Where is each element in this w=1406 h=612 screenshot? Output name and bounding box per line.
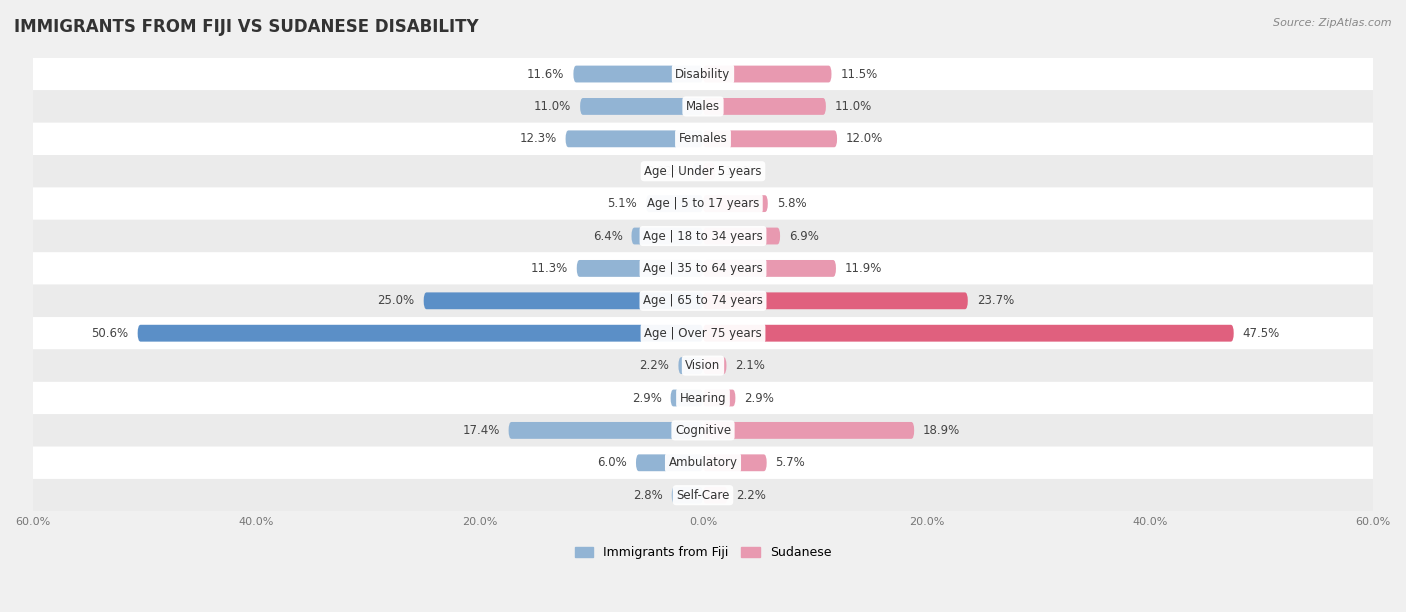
Text: 11.9%: 11.9% — [845, 262, 883, 275]
Text: 11.5%: 11.5% — [841, 67, 877, 81]
FancyBboxPatch shape — [32, 414, 1374, 447]
Text: 12.3%: 12.3% — [519, 132, 557, 145]
FancyBboxPatch shape — [631, 228, 703, 244]
Text: Age | 18 to 34 years: Age | 18 to 34 years — [643, 230, 763, 242]
FancyBboxPatch shape — [703, 422, 914, 439]
FancyBboxPatch shape — [32, 317, 1374, 349]
Text: 12.0%: 12.0% — [846, 132, 883, 145]
Text: Age | 65 to 74 years: Age | 65 to 74 years — [643, 294, 763, 307]
Text: 23.7%: 23.7% — [977, 294, 1014, 307]
FancyBboxPatch shape — [703, 357, 727, 374]
FancyBboxPatch shape — [671, 390, 703, 406]
FancyBboxPatch shape — [636, 454, 703, 471]
FancyBboxPatch shape — [32, 155, 1374, 187]
FancyBboxPatch shape — [703, 293, 967, 309]
Text: Ambulatory: Ambulatory — [668, 457, 738, 469]
FancyBboxPatch shape — [703, 130, 837, 147]
Text: 1.1%: 1.1% — [724, 165, 754, 177]
Text: Hearing: Hearing — [679, 392, 727, 405]
Text: 2.2%: 2.2% — [640, 359, 669, 372]
FancyBboxPatch shape — [32, 122, 1374, 155]
Text: Age | Over 75 years: Age | Over 75 years — [644, 327, 762, 340]
Text: Disability: Disability — [675, 67, 731, 81]
FancyBboxPatch shape — [703, 98, 825, 115]
FancyBboxPatch shape — [32, 220, 1374, 252]
Text: 11.3%: 11.3% — [530, 262, 568, 275]
Text: 2.9%: 2.9% — [744, 392, 775, 405]
Text: 5.8%: 5.8% — [776, 197, 807, 210]
Text: 2.1%: 2.1% — [735, 359, 765, 372]
Text: Source: ZipAtlas.com: Source: ZipAtlas.com — [1274, 18, 1392, 28]
FancyBboxPatch shape — [565, 130, 703, 147]
FancyBboxPatch shape — [703, 390, 735, 406]
Text: Females: Females — [679, 132, 727, 145]
FancyBboxPatch shape — [679, 357, 703, 374]
FancyBboxPatch shape — [138, 325, 703, 341]
Text: Males: Males — [686, 100, 720, 113]
Text: Cognitive: Cognitive — [675, 424, 731, 437]
Text: 5.1%: 5.1% — [607, 197, 637, 210]
Text: 0.92%: 0.92% — [647, 165, 683, 177]
Text: 11.6%: 11.6% — [527, 67, 564, 81]
FancyBboxPatch shape — [423, 293, 703, 309]
Text: 18.9%: 18.9% — [924, 424, 960, 437]
FancyBboxPatch shape — [703, 487, 727, 504]
Text: 5.7%: 5.7% — [776, 457, 806, 469]
Text: 11.0%: 11.0% — [835, 100, 872, 113]
Text: 25.0%: 25.0% — [378, 294, 415, 307]
FancyBboxPatch shape — [703, 325, 1233, 341]
FancyBboxPatch shape — [703, 195, 768, 212]
Text: Age | Under 5 years: Age | Under 5 years — [644, 165, 762, 177]
FancyBboxPatch shape — [703, 260, 837, 277]
FancyBboxPatch shape — [703, 454, 766, 471]
FancyBboxPatch shape — [703, 65, 831, 83]
FancyBboxPatch shape — [32, 187, 1374, 220]
Text: 6.4%: 6.4% — [593, 230, 623, 242]
Text: 6.9%: 6.9% — [789, 230, 818, 242]
Legend: Immigrants from Fiji, Sudanese: Immigrants from Fiji, Sudanese — [569, 541, 837, 564]
Text: Age | 35 to 64 years: Age | 35 to 64 years — [643, 262, 763, 275]
FancyBboxPatch shape — [32, 349, 1374, 382]
Text: 6.0%: 6.0% — [598, 457, 627, 469]
FancyBboxPatch shape — [576, 260, 703, 277]
Text: Self-Care: Self-Care — [676, 489, 730, 502]
Text: 2.8%: 2.8% — [633, 489, 662, 502]
Text: IMMIGRANTS FROM FIJI VS SUDANESE DISABILITY: IMMIGRANTS FROM FIJI VS SUDANESE DISABIL… — [14, 18, 478, 36]
Text: 2.2%: 2.2% — [737, 489, 766, 502]
Text: 11.0%: 11.0% — [534, 100, 571, 113]
FancyBboxPatch shape — [703, 163, 716, 180]
FancyBboxPatch shape — [32, 90, 1374, 122]
FancyBboxPatch shape — [645, 195, 703, 212]
FancyBboxPatch shape — [581, 98, 703, 115]
Text: 47.5%: 47.5% — [1243, 327, 1279, 340]
Text: 17.4%: 17.4% — [463, 424, 499, 437]
FancyBboxPatch shape — [672, 487, 703, 504]
FancyBboxPatch shape — [509, 422, 703, 439]
FancyBboxPatch shape — [32, 252, 1374, 285]
FancyBboxPatch shape — [32, 382, 1374, 414]
FancyBboxPatch shape — [32, 58, 1374, 90]
FancyBboxPatch shape — [32, 479, 1374, 512]
FancyBboxPatch shape — [703, 228, 780, 244]
FancyBboxPatch shape — [693, 163, 703, 180]
Text: Age | 5 to 17 years: Age | 5 to 17 years — [647, 197, 759, 210]
FancyBboxPatch shape — [32, 285, 1374, 317]
Text: Vision: Vision — [685, 359, 721, 372]
FancyBboxPatch shape — [574, 65, 703, 83]
Text: 50.6%: 50.6% — [91, 327, 129, 340]
FancyBboxPatch shape — [32, 447, 1374, 479]
Text: 2.9%: 2.9% — [631, 392, 662, 405]
